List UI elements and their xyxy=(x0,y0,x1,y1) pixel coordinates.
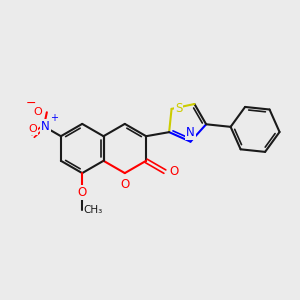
Text: O: O xyxy=(169,165,178,178)
Text: CH₃: CH₃ xyxy=(84,205,103,215)
Text: N: N xyxy=(186,126,195,139)
Text: O: O xyxy=(34,107,42,117)
Text: −: − xyxy=(26,97,36,110)
Text: N: N xyxy=(41,120,50,133)
Text: O: O xyxy=(29,124,38,134)
Text: O: O xyxy=(78,186,87,199)
Text: +: + xyxy=(50,113,59,123)
Text: S: S xyxy=(175,102,182,116)
Text: O: O xyxy=(120,178,129,191)
